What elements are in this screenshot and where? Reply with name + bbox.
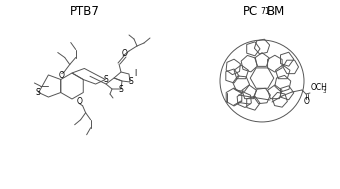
- Text: S: S: [35, 88, 40, 97]
- Text: 3: 3: [323, 89, 326, 94]
- Text: PTB7: PTB7: [70, 5, 100, 18]
- Text: PC: PC: [243, 5, 258, 18]
- Text: OCH: OCH: [311, 83, 328, 92]
- Text: BM: BM: [267, 5, 285, 18]
- Ellipse shape: [220, 40, 304, 122]
- Text: O: O: [122, 50, 128, 59]
- Text: S: S: [119, 85, 123, 94]
- Text: O: O: [77, 97, 83, 106]
- Text: S: S: [104, 75, 109, 84]
- Text: I: I: [134, 68, 136, 77]
- Text: O: O: [59, 71, 65, 80]
- Text: S: S: [129, 77, 133, 87]
- Text: 71: 71: [260, 7, 270, 16]
- Text: O: O: [304, 98, 310, 106]
